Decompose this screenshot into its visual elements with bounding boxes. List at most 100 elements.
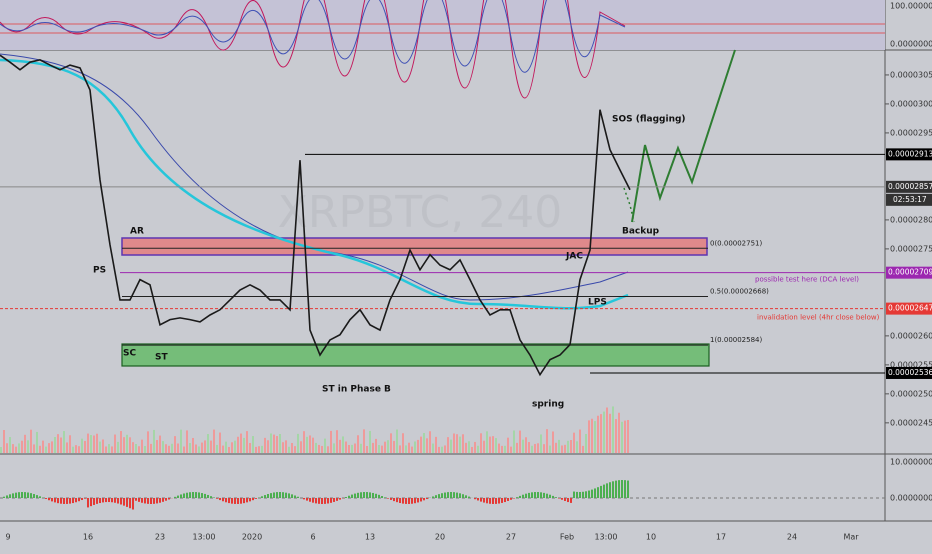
dca-note: possible test here (DCA level) [755,276,859,284]
osc-bar [321,498,323,504]
osc-bar [72,498,74,503]
osc-bar [180,494,182,498]
osc-bar [555,497,557,498]
volume-bar [501,446,503,453]
x-tick-label: 10 [646,533,656,542]
osc-bar [525,494,527,498]
x-tick-label: 9 [5,533,10,542]
volume-bar [498,444,500,453]
volume-bar [87,434,89,453]
volume-bar [159,436,161,453]
osc-bar [336,498,338,501]
osc-bar [441,493,443,498]
volume-bar [39,446,41,453]
volume-bar [219,433,221,453]
osc-bar [447,492,449,498]
volume-bar [405,445,407,453]
volume-bar [90,435,92,453]
osc-bar [564,498,566,501]
osc-bar [114,498,116,503]
osc-bar [540,492,542,498]
volume-bar [471,447,473,453]
osc-bar [120,498,122,504]
volume-bar [96,434,98,453]
volume-bar [0,447,2,453]
osc-bar [135,498,137,501]
osc-bar [177,496,179,498]
volume-bar [216,445,218,453]
osc-bar [573,492,575,498]
osc-bar [33,494,35,498]
osc-bar [597,487,599,498]
osc-bar [288,493,290,498]
osc-bar [414,498,416,503]
volume-bar [78,446,80,453]
osc-bar [537,492,539,498]
volume-bar [123,437,125,453]
osc-bar [129,498,131,508]
x-tick-label: Feb [560,533,574,542]
osc-bar [612,481,614,498]
volume-bar [585,434,587,453]
volume-bar [603,412,605,453]
volume-bar [15,447,17,453]
volume-bar [264,438,266,453]
osc-bar [273,492,275,498]
osc-bar [3,497,5,498]
osc-bar [84,498,86,499]
osc-bar [606,483,608,498]
volume-bar [165,444,167,453]
osc-bar [201,493,203,498]
x-tick-label: 24 [787,533,797,542]
volume-bar [291,443,293,453]
volume-bar [576,441,578,453]
osc-bar [117,498,119,504]
osc-bar [69,498,71,504]
volume-bar [522,440,524,453]
volume-bar [615,419,617,453]
volume-bar [195,445,197,453]
volume-bar [477,446,479,453]
volume-bar [243,438,245,453]
osc-bar [504,498,506,502]
osc-bar [144,498,146,503]
annotation: ST in Phase B [322,385,391,395]
volume-bar [450,440,452,453]
osc-bar [153,498,155,504]
volume-bar [153,430,155,453]
volume-bar [279,434,281,453]
osc-bar [156,498,158,503]
volume-bar [486,431,488,453]
volume-bar [492,436,494,453]
volume-bar [402,433,404,453]
volume-bar [459,437,461,453]
volume-bar [222,446,224,453]
volume-bar [117,442,119,453]
osc-bar [579,492,581,498]
volume-bar [12,444,14,453]
osc-bar [168,498,170,499]
volume-bar [33,444,35,453]
volume-bar [99,442,101,453]
volume-bar [36,432,38,453]
volume-bar [258,446,260,453]
osc-bar [603,485,605,498]
osc-bar [486,498,488,503]
osc-bar [39,496,41,498]
osc-bar [132,498,134,510]
osc-bar [378,495,380,498]
countdown: 02:53:17 [893,195,927,204]
annotation: PS [93,266,106,276]
osc-bar [474,498,476,499]
osc-bar [624,480,626,498]
osc-bar [621,480,623,498]
volume-bar [381,446,383,453]
osc-bar [483,498,485,503]
osc-bar [261,496,263,498]
osc-bar [123,498,125,506]
